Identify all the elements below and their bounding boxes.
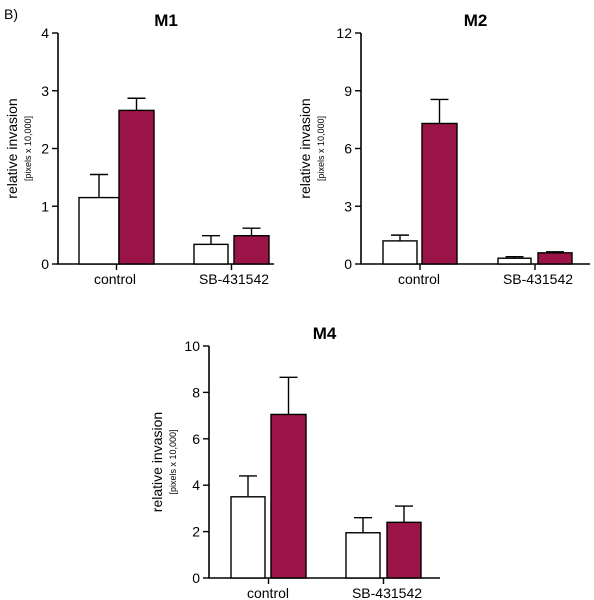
chart-3-bar-2 bbox=[345, 532, 381, 579]
panel-label: B) bbox=[4, 6, 18, 22]
chart-1-y-axis-label: relative invasion bbox=[4, 98, 20, 198]
chart-2-y-tick-label-4: 12 bbox=[336, 25, 352, 41]
chart-1-category-label-0: control bbox=[94, 271, 136, 287]
chart-1-bar-2 bbox=[193, 243, 229, 265]
chart-3-y-tick-label-1: 2 bbox=[192, 524, 200, 540]
chart-1-bar-3 bbox=[233, 235, 270, 265]
chart-3-bar-0 bbox=[230, 496, 266, 579]
chart-2-y-tick-label-1: 3 bbox=[344, 198, 352, 214]
chart-2-bar-1 bbox=[421, 122, 458, 265]
chart-3-bar-3 bbox=[386, 521, 422, 579]
chart-2-bar-0 bbox=[382, 240, 418, 265]
chart-2-category-label-0: control bbox=[398, 271, 440, 287]
chart-1-y-tick-label-1: 1 bbox=[41, 198, 49, 214]
chart-2-y-tick-label-0: 0 bbox=[344, 256, 352, 272]
chart-3-y-tick-label-0: 0 bbox=[192, 570, 200, 586]
chart-2-y-axis-label: relative invasion bbox=[297, 98, 313, 198]
chart-3-title: M4 bbox=[313, 324, 337, 343]
chart-1-bar-0 bbox=[78, 196, 120, 265]
chart-3-y-tick-label-3: 6 bbox=[192, 431, 200, 447]
chart-2-y-tick-label-3: 9 bbox=[344, 83, 352, 99]
chart-3-y-axis-unit: [pixels x 10,000] bbox=[168, 429, 178, 494]
chart-3-bar-1 bbox=[270, 413, 307, 579]
chart-2-category-label-1: SB-431542 bbox=[503, 271, 573, 287]
chart-1-category-label-1: SB-431542 bbox=[199, 271, 269, 287]
chart-3-y-tick-label-2: 4 bbox=[192, 477, 200, 493]
chart-2-bar-3 bbox=[537, 252, 573, 265]
chart-2-bar-2 bbox=[497, 257, 532, 265]
chart-2-y-tick-label-2: 6 bbox=[344, 141, 352, 157]
chart-1-y-tick-label-3: 3 bbox=[41, 83, 49, 99]
chart-2-y-axis-unit: [pixels x 10,000] bbox=[316, 116, 326, 181]
chart-3-y-axis-label: relative invasion bbox=[149, 412, 165, 512]
chart-1-y-tick-label-0: 0 bbox=[41, 256, 49, 272]
chart-3-y-tick-label-5: 10 bbox=[184, 338, 200, 354]
chart-2-title: M2 bbox=[464, 11, 488, 30]
chart-1-y-axis-unit: [pixels x 10,000] bbox=[23, 116, 33, 181]
chart-3-y-tick-label-4: 8 bbox=[192, 384, 200, 400]
chart-3-category-label-0: control bbox=[247, 585, 289, 600]
chart-1-bar-1 bbox=[118, 109, 155, 265]
chart-3-category-label-1: SB-431542 bbox=[352, 585, 422, 600]
chart-1-y-tick-label-4: 4 bbox=[41, 25, 49, 41]
chart-1-title: M1 bbox=[154, 11, 178, 30]
chart-1-y-tick-label-2: 2 bbox=[41, 141, 49, 157]
